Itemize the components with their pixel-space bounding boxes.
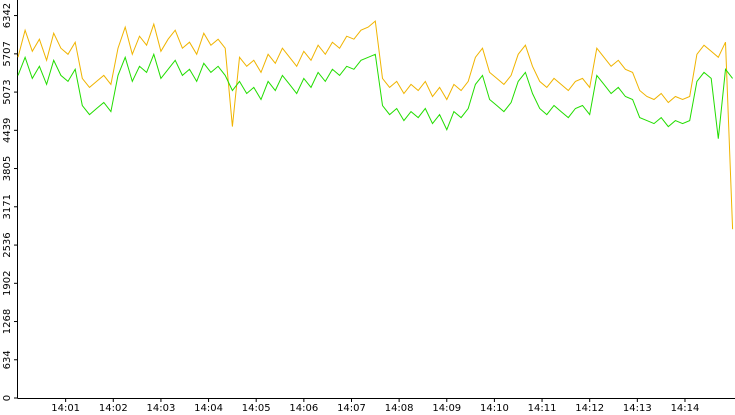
x-tick-label: 14:14	[671, 403, 700, 414]
x-tick-label: 14:08	[385, 403, 414, 414]
x-tick-label: 14:11	[528, 403, 557, 414]
x-tick-label: 14:10	[480, 403, 509, 414]
y-tick-label: 4439	[2, 118, 13, 143]
x-tick-label: 14:12	[575, 403, 604, 414]
x-tick-label: 14:04	[194, 403, 223, 414]
x-tick-label: 14:06	[289, 403, 318, 414]
x-tick-label: 14:09	[432, 403, 461, 414]
y-tick-label: 5707	[2, 41, 13, 66]
y-tick-label: 634	[2, 350, 13, 369]
y-tick-label: 5073	[2, 79, 13, 104]
y-tick-label: 1268	[2, 309, 13, 334]
series-line	[17, 52, 733, 139]
y-tick-label: 1902	[2, 271, 13, 296]
series-line	[17, 20, 734, 230]
y-tick-label: 2536	[2, 232, 13, 257]
x-tick-label: 14:07	[337, 403, 366, 414]
x-tick-label: 14:02	[99, 403, 128, 414]
y-tick-label: 3805	[2, 156, 13, 181]
x-tick-label: 14:03	[147, 403, 176, 414]
y-tick-label: 3171	[2, 194, 13, 219]
y-tick-label: 6342	[2, 3, 13, 28]
x-tick-label: 14:13	[623, 403, 652, 414]
y-tick-label: 0	[2, 395, 13, 401]
x-tick-label: 14:05	[242, 403, 271, 414]
x-tick-label: 14:01	[51, 403, 80, 414]
